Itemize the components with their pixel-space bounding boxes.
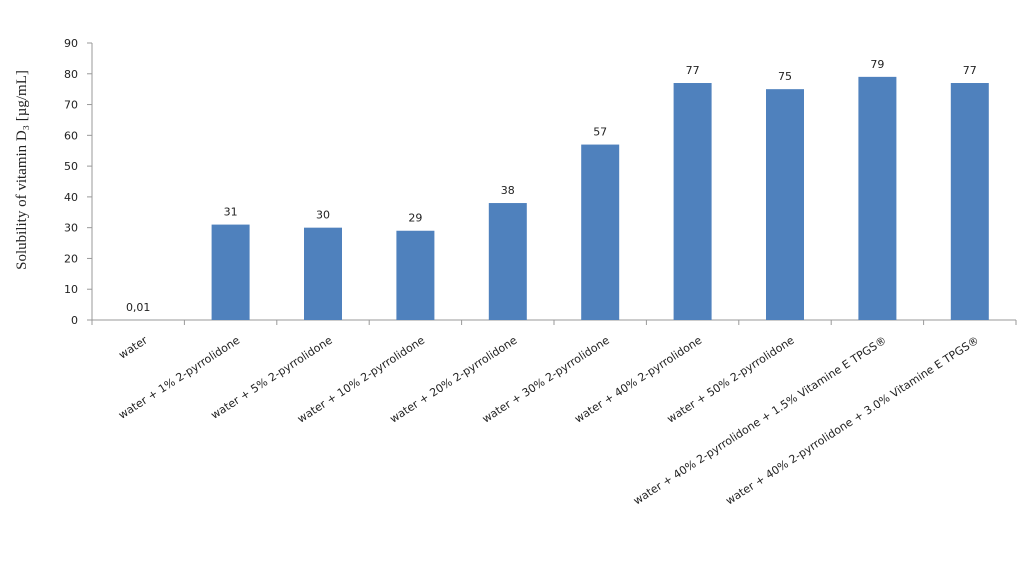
value-label: 30 bbox=[316, 209, 330, 222]
y-tick-label: 60 bbox=[64, 129, 78, 142]
bar bbox=[211, 224, 250, 320]
bar bbox=[858, 76, 897, 320]
bar bbox=[396, 230, 435, 320]
value-label: 57 bbox=[593, 126, 607, 139]
y-tick-label: 50 bbox=[64, 160, 78, 173]
bar bbox=[766, 89, 804, 321]
value-label: 38 bbox=[501, 184, 515, 197]
y-tick-label: 10 bbox=[64, 283, 78, 296]
y-tick-label: 20 bbox=[64, 252, 78, 265]
x-tick-label: water bbox=[116, 333, 150, 361]
value-label: 79 bbox=[870, 58, 884, 71]
y-tick-label: 0 bbox=[71, 314, 78, 327]
bar bbox=[581, 144, 620, 320]
bar bbox=[488, 203, 527, 320]
value-label: 29 bbox=[408, 212, 422, 225]
y-tick-label: 40 bbox=[64, 191, 78, 204]
y-tick-label: 80 bbox=[64, 68, 78, 81]
value-label: 31 bbox=[224, 206, 238, 219]
bar bbox=[950, 83, 989, 320]
y-axis-label: Solubility of vitamin D₃ [µg/mL] bbox=[14, 70, 30, 270]
value-label: 75 bbox=[778, 70, 792, 83]
value-label: 0,01 bbox=[126, 301, 151, 314]
y-tick-label: 70 bbox=[64, 99, 78, 112]
value-label: 77 bbox=[686, 64, 700, 77]
y-tick-label: 30 bbox=[64, 222, 78, 235]
y-tick-label: 90 bbox=[64, 37, 78, 50]
value-label: 77 bbox=[963, 64, 977, 77]
bar bbox=[673, 83, 712, 320]
bar bbox=[304, 227, 342, 320]
